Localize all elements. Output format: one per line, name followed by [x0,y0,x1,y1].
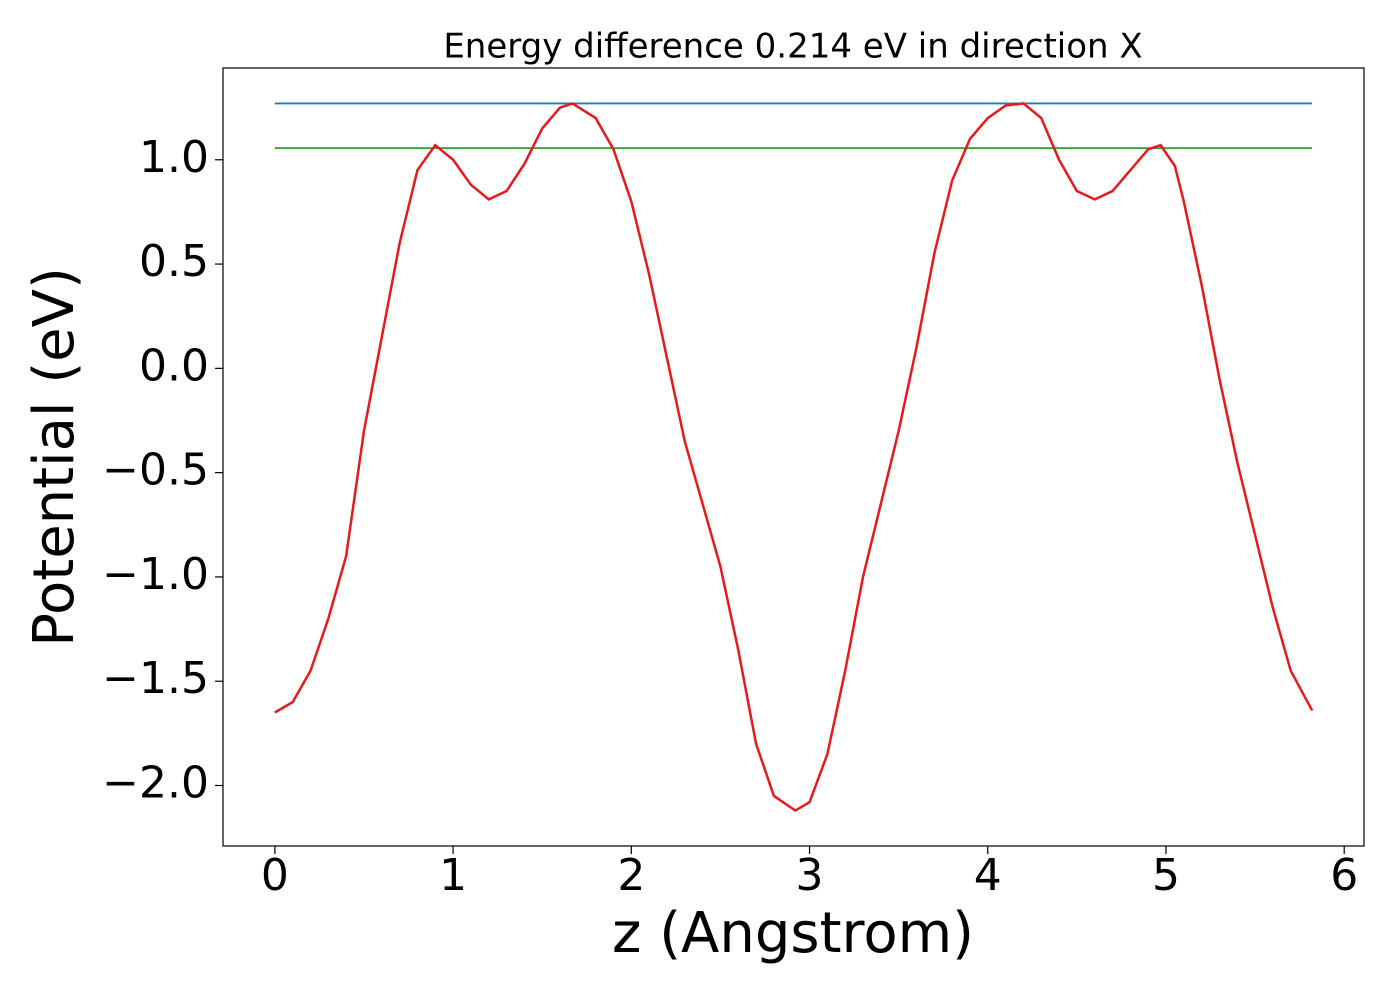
y-tick-label: 0.5 [139,236,209,287]
chart-title: Energy difference 0.214 eV in direction … [443,27,1142,67]
y-tick-label: −2.0 [102,758,209,809]
plot-frame [222,67,1365,847]
x-tick-label: 4 [974,850,1002,901]
x-tick-label: 0 [261,850,289,901]
y-tick-label: −0.5 [102,445,209,496]
x-tick-label: 1 [439,850,467,901]
x-tick-label: 3 [796,850,824,901]
x-tick-label: 6 [1330,850,1358,901]
y-tick-label: 1.0 [139,132,209,183]
y-tick-label: −1.0 [102,549,209,600]
x-axis-label: z (Angstrom) [612,901,974,966]
data-line [274,102,1314,813]
x-tick-label: 5 [1152,850,1180,901]
x-tick-label: 2 [617,850,645,901]
y-axis-label: Potential (eV) [22,267,87,647]
y-tick-label: −1.5 [102,653,209,704]
y-tick-label: 0.0 [139,340,209,391]
